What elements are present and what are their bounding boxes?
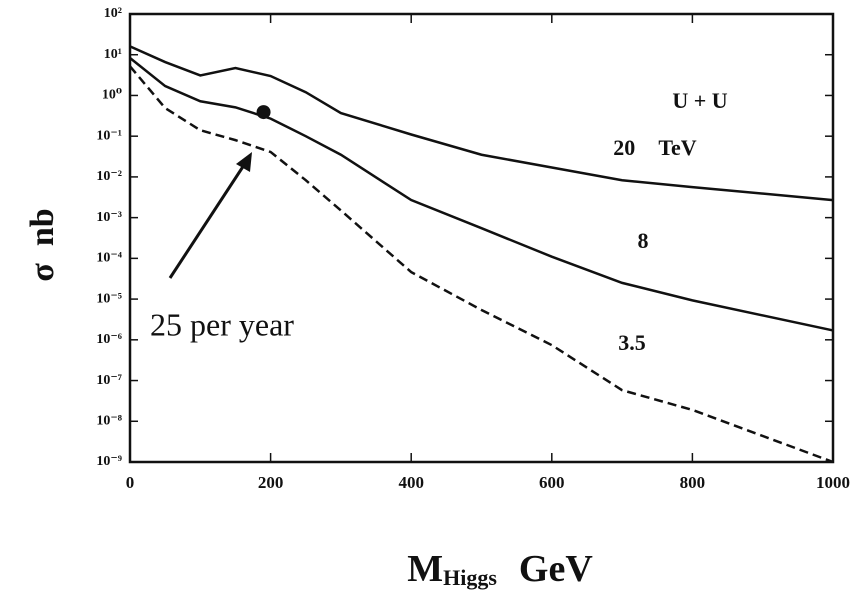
series-line bbox=[129, 65, 834, 464]
y-tick-label: 10¹ bbox=[104, 47, 122, 62]
series-line bbox=[129, 57, 834, 332]
x-tick-label: 800 bbox=[680, 473, 706, 492]
x-label-unit: GeV bbox=[519, 548, 593, 590]
x-tick-label: 200 bbox=[258, 473, 284, 492]
y-tick-label: 10⁰ bbox=[102, 88, 122, 103]
y-tick-label: 10⁻⁷ bbox=[96, 373, 122, 388]
series-label: 20 TeV bbox=[613, 135, 697, 160]
x-label-sub: Higgs bbox=[443, 565, 497, 590]
x-tick-label: 0 bbox=[126, 473, 135, 492]
y-axis-label: σ nb bbox=[24, 208, 61, 281]
x-tick-label: 1000 bbox=[816, 473, 850, 492]
x-axis-label: MHiggs GeV bbox=[407, 548, 593, 590]
y-tick-label: 10⁻¹ bbox=[96, 128, 122, 143]
y-tick-label: 10⁻⁶ bbox=[96, 332, 122, 347]
arrow-shaft bbox=[168, 161, 248, 279]
x-tick-label: 600 bbox=[539, 473, 565, 492]
y-tick-label: 10⁻² bbox=[96, 169, 122, 184]
arrow-head bbox=[236, 152, 252, 172]
annotation: U + U bbox=[672, 88, 727, 113]
y-tick-label: 10⁻⁸ bbox=[96, 413, 122, 428]
series-line bbox=[129, 45, 834, 202]
series-label: 3.5 bbox=[618, 330, 646, 355]
y-tick-label: 10⁻⁴ bbox=[96, 251, 122, 266]
annotation: 25 per year bbox=[150, 306, 294, 342]
plot-frame bbox=[128, 12, 835, 464]
x-tick-label: 400 bbox=[398, 473, 424, 492]
y-tick-label: 10⁻⁹ bbox=[96, 454, 122, 469]
series-label: 8 bbox=[638, 228, 649, 253]
y-tick-label: 10⁻³ bbox=[96, 210, 122, 225]
y-tick-label: 10⁻⁵ bbox=[96, 291, 122, 306]
x-label-main: M bbox=[407, 548, 443, 590]
highlight-point bbox=[256, 105, 271, 120]
y-tick-label: 10² bbox=[104, 6, 122, 21]
